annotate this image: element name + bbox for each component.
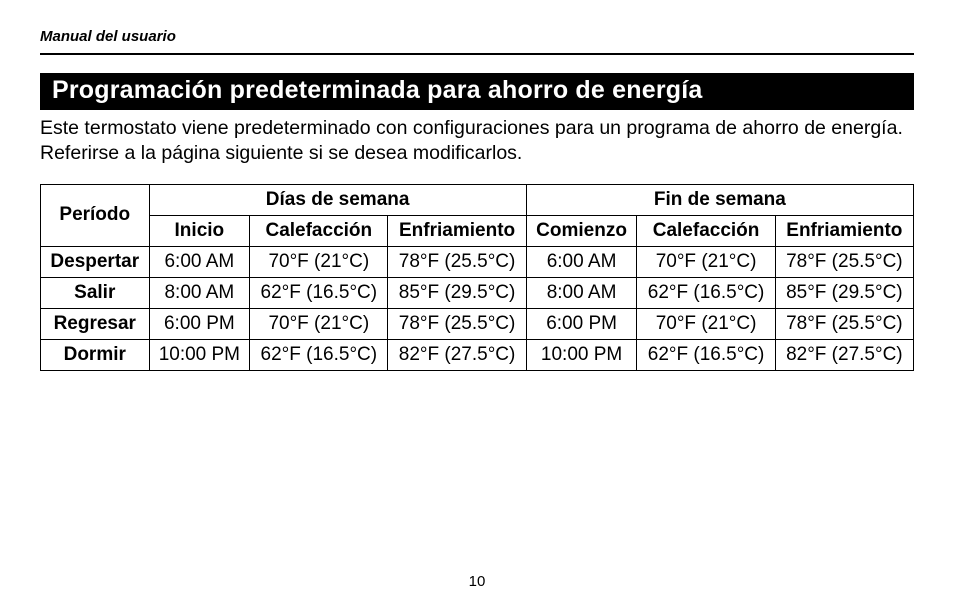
section-title: Programación predeterminada para ahorro … xyxy=(40,73,914,110)
cell-wd-start: 6:00 PM xyxy=(149,308,250,339)
cell-we-heat: 70°F (21°C) xyxy=(637,308,775,339)
manual-page: Manual del usuario Programación predeter… xyxy=(0,0,954,608)
table-row: Dormir 10:00 PM 62°F (16.5°C) 82°F (27.5… xyxy=(41,339,914,370)
cell-we-cool: 82°F (27.5°C) xyxy=(775,339,913,370)
col-weekend-start: Comienzo xyxy=(526,215,637,246)
cell-wd-start: 8:00 AM xyxy=(149,277,250,308)
table-header-row-1: Período Días de semana Fin de semana xyxy=(41,184,914,215)
cell-we-start: 6:00 AM xyxy=(526,246,637,277)
col-weekend-heat: Calefacción xyxy=(637,215,775,246)
cell-we-cool: 78°F (25.5°C) xyxy=(775,308,913,339)
cell-wd-heat: 62°F (16.5°C) xyxy=(250,339,388,370)
cell-wd-cool: 85°F (29.5°C) xyxy=(388,277,526,308)
cell-wd-cool: 82°F (27.5°C) xyxy=(388,339,526,370)
row-label: Despertar xyxy=(41,246,150,277)
cell-wd-cool: 78°F (25.5°C) xyxy=(388,246,526,277)
cell-we-cool: 85°F (29.5°C) xyxy=(775,277,913,308)
col-group-weekend: Fin de semana xyxy=(526,184,913,215)
schedule-table: Período Días de semana Fin de semana Ini… xyxy=(40,184,914,371)
cell-wd-heat: 70°F (21°C) xyxy=(250,308,388,339)
cell-we-start: 10:00 PM xyxy=(526,339,637,370)
running-head: Manual del usuario xyxy=(40,28,914,45)
row-label: Salir xyxy=(41,277,150,308)
cell-wd-heat: 62°F (16.5°C) xyxy=(250,277,388,308)
col-weekday-start: Inicio xyxy=(149,215,250,246)
page-number: 10 xyxy=(0,573,954,590)
cell-we-heat: 70°F (21°C) xyxy=(637,246,775,277)
cell-wd-start: 6:00 AM xyxy=(149,246,250,277)
table-row: Despertar 6:00 AM 70°F (21°C) 78°F (25.5… xyxy=(41,246,914,277)
table-row: Regresar 6:00 PM 70°F (21°C) 78°F (25.5°… xyxy=(41,308,914,339)
cell-wd-cool: 78°F (25.5°C) xyxy=(388,308,526,339)
col-weekend-cool: Enfriamiento xyxy=(775,215,913,246)
col-period: Período xyxy=(41,184,150,246)
cell-wd-start: 10:00 PM xyxy=(149,339,250,370)
cell-wd-heat: 70°F (21°C) xyxy=(250,246,388,277)
cell-we-cool: 78°F (25.5°C) xyxy=(775,246,913,277)
intro-paragraph: Este termostato viene predeterminado con… xyxy=(40,116,914,166)
col-group-weekday: Días de semana xyxy=(149,184,526,215)
header-rule xyxy=(40,53,914,55)
col-weekday-heat: Calefacción xyxy=(250,215,388,246)
cell-we-heat: 62°F (16.5°C) xyxy=(637,339,775,370)
cell-we-start: 6:00 PM xyxy=(526,308,637,339)
table-row: Salir 8:00 AM 62°F (16.5°C) 85°F (29.5°C… xyxy=(41,277,914,308)
table-header-row-2: Inicio Calefacción Enfriamiento Comienzo… xyxy=(41,215,914,246)
cell-we-heat: 62°F (16.5°C) xyxy=(637,277,775,308)
row-label: Regresar xyxy=(41,308,150,339)
col-weekday-cool: Enfriamiento xyxy=(388,215,526,246)
cell-we-start: 8:00 AM xyxy=(526,277,637,308)
row-label: Dormir xyxy=(41,339,150,370)
